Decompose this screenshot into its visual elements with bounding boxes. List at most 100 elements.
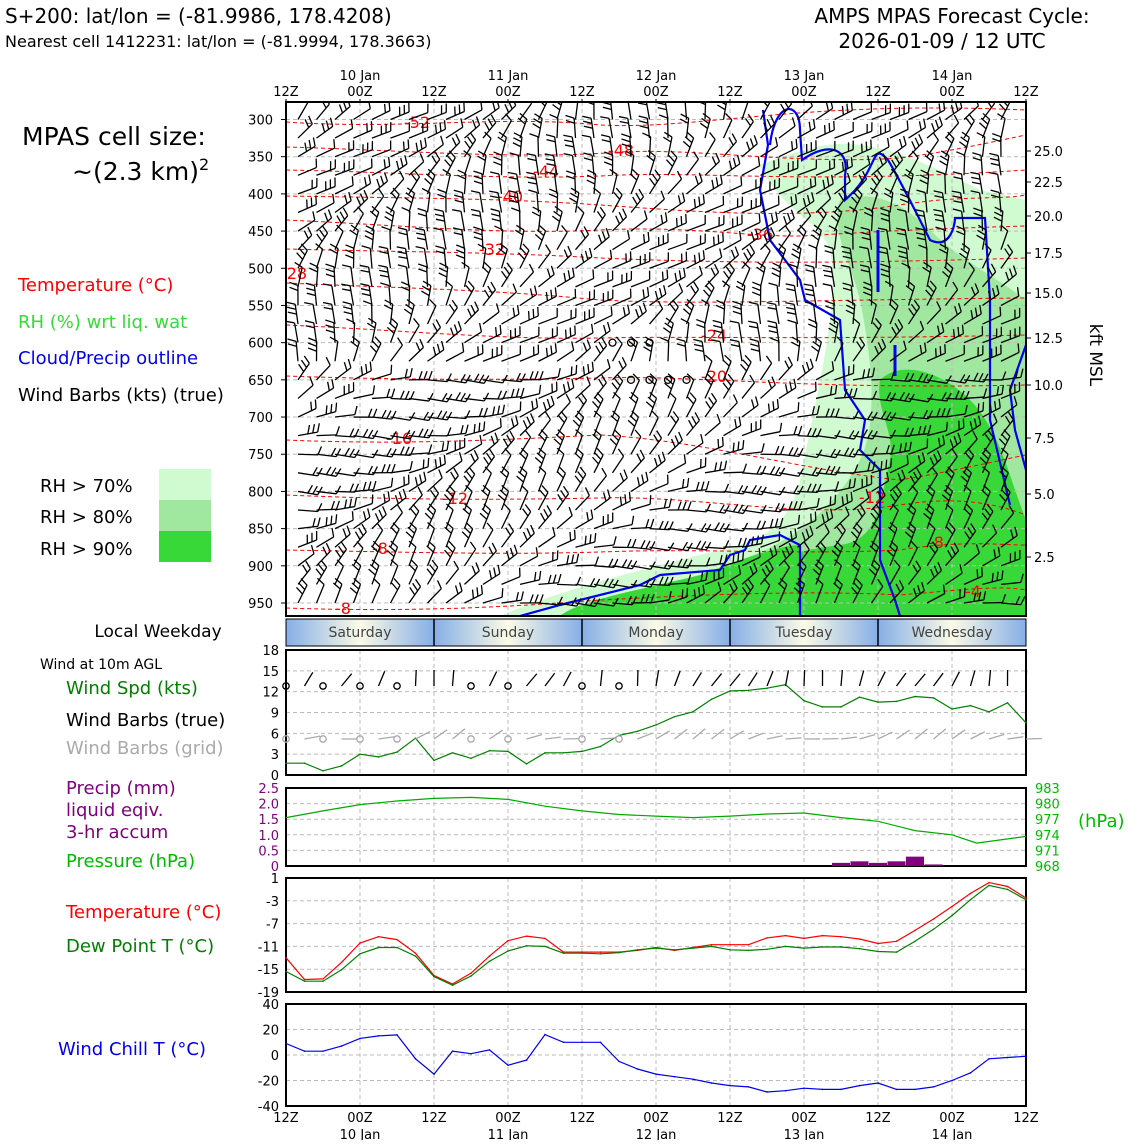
temperature-line-point [951,906,953,908]
wind-barb-staff [317,435,337,436]
panel-ytick-label: 15 [262,665,279,680]
temperature-line-point [803,938,805,940]
wind-barb-staff [742,529,762,530]
top-date-label: 14 Jan [932,69,973,84]
temperature-line-point [933,918,935,920]
wind-chill-line-point [285,1043,287,1045]
wind-barb-flag [733,443,734,452]
surface-barb-true [545,673,555,686]
panel-ytick-label: 40 [262,998,279,1013]
panel-ytick-right: 980 [1035,798,1060,813]
kft-tick-label: 15.0 [1034,287,1063,302]
wind-barb-staff [853,398,873,399]
wind-barb-flag [538,307,539,316]
top-tick-label: 12Z [421,85,447,100]
wind-barb-flag [810,179,811,188]
bottom-tick-label: 00Z [495,1111,521,1126]
kft-tick-label: 12.5 [1034,332,1063,347]
surface-barb-grid [749,733,764,739]
wind-speed-line-point [433,760,435,762]
surface-barb-true [915,674,925,686]
wind-barb-staff [724,546,744,547]
dewpoint-line-point [489,960,491,962]
wind-speed-line-point [637,730,639,732]
wind-barb-staff [409,211,410,231]
wind-speed-line-point [674,716,676,718]
wind-chill-line-point [322,1050,324,1052]
wind-speed-line-point [896,701,898,703]
temperature-line-point [544,938,546,940]
surface-barb-grid [934,729,946,739]
wind-barb-flag [541,95,547,102]
dewpoint-line-point [618,952,620,954]
wind-barb-flag [1000,307,1001,316]
wind-barb-flag [423,459,424,468]
dewpoint-line-point [655,947,657,949]
wind-barb-flag [326,517,327,526]
precip-bar [851,861,869,866]
temperature-line-point [415,952,417,954]
wind-barb-flag [718,439,719,448]
wind-chill-line-point [970,1072,972,1074]
wind-barb-staff [298,454,318,455]
wind-chill-line-point [489,1049,491,1051]
wind-barb-flag [331,516,332,525]
surface-barb-grid [786,738,802,739]
wind-barb-flag [650,495,651,504]
wind-barb-flag [644,234,645,243]
temperature-line-point [711,944,713,946]
pressure-tick-label: 650 [248,374,273,389]
temperature-line-point [914,930,916,932]
surface-barb-grid [656,731,670,739]
wind-barb-staff [964,230,965,250]
temperature-line-point [785,935,787,937]
dewpoint-line-point [507,950,509,952]
wind-barb-staff [816,248,817,268]
dewpoint-line-point [544,946,546,948]
wind-barb-staff [409,285,410,305]
wind-speed-line-point [322,770,324,772]
panel-ytick-label: 12 [262,686,279,701]
surface-barb-grid [490,730,503,739]
wind-chill-line-point [674,1076,676,1078]
panel-ytick-label: 18 [262,644,279,659]
surface-barb-true [749,673,758,686]
wind-speed-line-point [285,762,287,764]
legend-temperature: Temperature (°C) [17,275,173,296]
wind-barb-flag [428,458,429,467]
wind-barb-staff [557,118,558,138]
temperature-line-point [766,937,768,939]
temperature-line-point [285,957,287,959]
precip-label-2: liquid eqiv. [66,800,163,821]
surface-barb-true [878,672,885,686]
wind-barb-flag [723,437,724,446]
wind-chill-line-point [396,1034,398,1036]
surface-barb-grid [767,736,783,739]
pressure-tick-label: 800 [248,485,273,500]
panel-ytick-label: 1.5 [258,813,279,828]
wind-barb-flag [479,423,480,432]
wind-chill-line-point [803,1087,805,1089]
temperature-line [286,883,1026,984]
wind-speed-line-point [544,752,546,754]
surface-barb-grid [434,730,447,739]
dewpoint-line-point [877,951,879,953]
cell-size-sup: 2 [199,155,209,174]
wind-chill-line-point [304,1050,306,1052]
wind-barb-staff [317,509,337,510]
temperature-line-point [470,972,472,974]
surface-barb-grid [305,736,321,739]
wind-10m-header: Wind at 10m AGL [40,657,162,673]
dewpoint-line-point [581,952,583,954]
wind-barb-flag [571,366,572,375]
wind-barb-flag [611,306,612,315]
surface-barb-true [601,670,603,686]
wind-speed-line-point [341,765,343,767]
dewpoint-line-point [970,899,972,901]
legend-rh: RH (%) wrt liq. wat [18,312,187,333]
wind-chill-line-point [600,1041,602,1043]
wind-barb-flag [585,536,586,545]
surface-barb-true [712,674,722,686]
temperature-line-point [877,943,879,945]
wind-chill-line-point [415,1058,417,1060]
